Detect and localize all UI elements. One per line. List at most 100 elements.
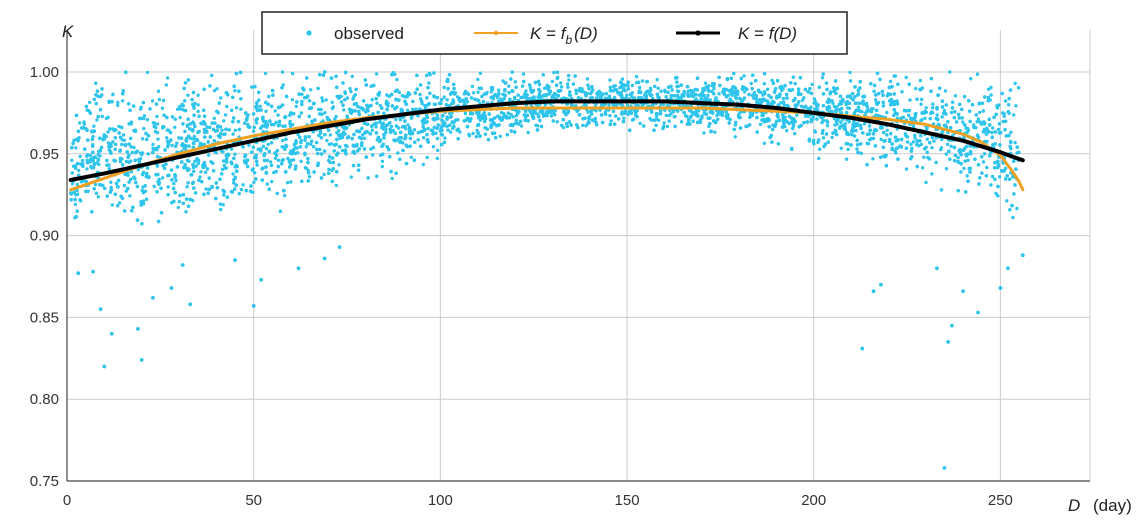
scatter-point (993, 166, 997, 170)
scatter-point (183, 81, 188, 85)
scatter-point (293, 167, 298, 171)
scatter-point (713, 130, 717, 134)
scatter-point (775, 79, 780, 83)
scatter-point (156, 137, 160, 141)
scatter-point (850, 91, 855, 96)
scatter-point (215, 87, 219, 91)
scatter-point (113, 136, 118, 140)
scatter-point (559, 81, 563, 85)
scatter-point (538, 118, 542, 123)
scatter-point (524, 109, 528, 114)
scatter-point (178, 115, 182, 120)
scatter-point (885, 128, 889, 132)
scatter-point (370, 98, 374, 102)
scatter-point (879, 137, 883, 142)
scatter-point (266, 142, 270, 147)
scatter-point (425, 155, 429, 160)
scatter-point (116, 103, 120, 108)
scatter-point (910, 146, 914, 151)
scatter-point (1007, 177, 1012, 181)
scatter-point (191, 163, 195, 167)
scatter-point (608, 85, 612, 90)
scatter-point (186, 204, 191, 208)
scatter-point (75, 182, 80, 187)
scatter-point (703, 81, 708, 85)
scatter-point (184, 210, 188, 214)
scatter-point (200, 180, 204, 184)
scatter-point (293, 151, 297, 156)
scatter-point (165, 136, 169, 140)
scatter-point (349, 175, 353, 179)
scatter-point (524, 89, 528, 93)
scatter-point (938, 86, 942, 90)
scatter-point (170, 143, 174, 148)
scatter-point (821, 72, 825, 76)
scatter-point (994, 191, 998, 196)
scatter-point (142, 126, 146, 131)
scatter-point (435, 113, 440, 117)
scatter-point (990, 174, 995, 179)
scatter-point (528, 83, 532, 87)
scatter-point (307, 175, 312, 179)
scatter-point (494, 136, 498, 140)
scatter-point (116, 178, 121, 183)
scatter-point (833, 79, 838, 83)
scatter-point (662, 102, 666, 107)
scatter-point (319, 136, 324, 140)
scatter-point (669, 93, 673, 98)
scatter-point (584, 124, 588, 128)
scatter-point (442, 95, 446, 99)
scatter-point (890, 142, 894, 146)
scatter-point (770, 140, 774, 144)
scatter-point (991, 126, 995, 130)
scatter-point (565, 82, 570, 86)
scatter-point (1012, 113, 1016, 117)
scatter-point (290, 98, 295, 102)
scatter-point (500, 99, 504, 103)
scatter-point (349, 89, 353, 94)
scatter-point (858, 86, 862, 90)
scatter-point (665, 124, 670, 129)
scatter-point (106, 130, 110, 134)
scatter-point (369, 84, 373, 88)
scatter-point (656, 86, 660, 91)
scatter-point (340, 148, 345, 153)
scatter-point (281, 138, 285, 143)
scatter-point (491, 95, 495, 99)
scatter-point (907, 113, 911, 118)
scatter-point (440, 114, 445, 118)
scatter-point (129, 136, 133, 141)
scatter-point (837, 102, 841, 107)
scatter-point (173, 173, 177, 177)
scatter-point (989, 85, 993, 90)
scatter-point (173, 125, 177, 129)
scatter-point (211, 127, 216, 132)
scatter-point (501, 115, 506, 119)
scatter-point (269, 163, 274, 168)
scatter-point (871, 132, 876, 136)
scatter-point (918, 78, 923, 83)
scatter-point (911, 140, 916, 144)
scatter-point (421, 136, 426, 140)
scatter-point (921, 166, 925, 170)
scatter-point (115, 204, 120, 208)
scatter-point (78, 121, 82, 125)
scatter-point (153, 129, 158, 134)
scatter-point (290, 71, 295, 76)
scatter-point (178, 107, 182, 111)
scatter-point (961, 120, 965, 124)
scatter-point (792, 131, 797, 136)
scatter-point (205, 125, 209, 129)
scatter-point (649, 88, 653, 93)
scatter-point (242, 121, 247, 126)
scatter-point (356, 168, 361, 172)
scatter-point (507, 84, 511, 88)
scatter-point (1014, 104, 1018, 108)
scatter-point (848, 79, 853, 83)
scatter-point (980, 101, 984, 106)
scatter-point (679, 120, 684, 124)
scatter-point (803, 114, 808, 118)
scatter-point (502, 97, 506, 101)
scatter-point (206, 153, 211, 157)
scatter-point (896, 82, 900, 87)
